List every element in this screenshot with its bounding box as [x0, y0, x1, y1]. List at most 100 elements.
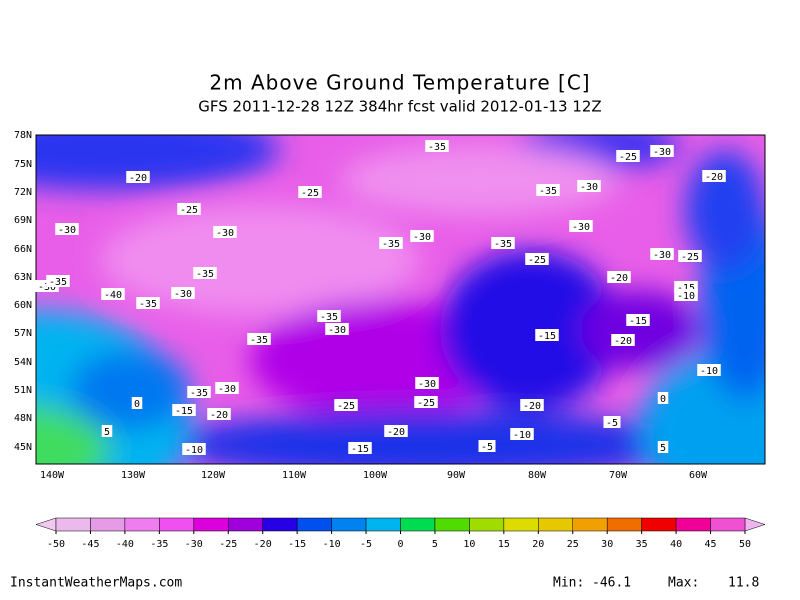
contour-label: -30 — [580, 182, 598, 193]
contour-label: -15 — [175, 406, 193, 417]
contour-label-box — [101, 425, 113, 437]
colorbar-tick-label: -5 — [360, 539, 372, 550]
contour-label: -30 — [174, 289, 192, 300]
contour-label: -5 — [606, 418, 618, 429]
contour-label: -25 — [301, 188, 319, 199]
map-frame — [35, 134, 766, 465]
colorbar-bin — [228, 517, 263, 532]
lon-label: 120W — [201, 470, 226, 481]
lat-label: 45N — [14, 442, 32, 453]
colorbar-tick-label: -10 — [323, 539, 341, 550]
lat-label: 57N — [14, 328, 32, 339]
contour-label: -35 — [49, 277, 67, 288]
contour-label-box — [607, 271, 631, 283]
contour-label-box — [101, 288, 125, 300]
contour-label-box — [213, 226, 237, 238]
contour-label: -35 — [320, 312, 338, 323]
colorbar-high-end — [744, 517, 766, 532]
contour-label-box — [520, 399, 544, 411]
colorbar-bin — [675, 517, 711, 532]
contour-label: -35 — [539, 186, 557, 197]
colorbar-bin — [641, 517, 677, 532]
contour-label-box — [616, 150, 640, 162]
contour-label-box — [247, 333, 271, 345]
contour-label: -20 — [387, 427, 405, 438]
colorbar-tick-label: 25 — [567, 539, 579, 550]
colorbar-tick-label: -30 — [185, 539, 203, 550]
lat-label: 60N — [14, 300, 32, 311]
contour-label: -35 — [382, 239, 400, 250]
colorbar-tick-label: -25 — [219, 539, 237, 550]
subtitle: GFS 2011-12-28 12Z 384hr fcst valid 2012… — [198, 98, 601, 116]
colorbar-bin — [124, 517, 160, 532]
contour-label: -5 — [481, 442, 493, 453]
contour-label: 5 — [104, 427, 110, 438]
colorbar-tick-label: 30 — [601, 539, 613, 550]
contour-label: -25 — [528, 255, 546, 266]
contour-label: 0 — [134, 399, 140, 410]
contour-label-box — [478, 440, 496, 452]
colorbar-bin — [538, 517, 573, 532]
lon-label: 130W — [121, 470, 146, 481]
contour-label-box — [131, 397, 143, 409]
contour-label-box — [611, 334, 635, 346]
colorbar-bin — [193, 517, 229, 532]
contour-label: 0 — [660, 394, 666, 405]
colorbar-bin — [434, 517, 470, 532]
contour-label-box — [171, 287, 195, 299]
colorbar-tick-label: -20 — [254, 539, 272, 550]
colorbar-tick-label: 40 — [670, 539, 682, 550]
contour-label: -35 — [139, 299, 157, 310]
contour-label: -25 — [619, 152, 637, 163]
min-label: Min: — [553, 576, 584, 591]
lon-label: 70W — [609, 470, 628, 481]
colorbar-tick-label: 35 — [636, 539, 648, 550]
contour-label-box — [334, 399, 358, 411]
contour-label: -15 — [629, 316, 647, 327]
contour-label: -10 — [677, 291, 695, 302]
contour-label: -30 — [572, 222, 590, 233]
colorbar-bin — [365, 517, 401, 532]
min-value: -46.1 — [592, 576, 631, 591]
colorbar-low-end — [35, 517, 57, 532]
max-label: Max: — [668, 576, 699, 591]
lat-label: 51N — [14, 385, 32, 396]
contour-label-box — [510, 428, 534, 440]
lat-label: 75N — [14, 159, 32, 170]
contour-label-box — [298, 186, 322, 198]
colorbar-bin — [331, 517, 367, 532]
contour-label: -10 — [513, 430, 531, 441]
contour-label-box — [650, 248, 674, 260]
colorbar-tick-label: -45 — [81, 539, 99, 550]
lat-label: 78N — [14, 130, 32, 141]
colorbar-bin — [710, 517, 746, 532]
contour-label: -20 — [523, 401, 541, 412]
colorbar-tick-label: 50 — [739, 539, 751, 550]
colorbar-bin — [606, 517, 642, 532]
contour-label: -30 — [216, 228, 234, 239]
lon-label: 60W — [689, 470, 708, 481]
contour-label-box — [657, 441, 669, 453]
contour-label-box — [46, 275, 70, 287]
contour-label-box — [193, 267, 217, 279]
contour-label-box — [491, 237, 515, 249]
lat-label: 66N — [14, 244, 32, 255]
contour-label-box — [415, 377, 439, 389]
colorbar-bin — [55, 517, 91, 532]
contour-label: -10 — [185, 445, 203, 456]
contour-label: -25 — [180, 205, 198, 216]
contour-label-box — [379, 237, 403, 249]
colorbar-tick-label: 20 — [532, 539, 544, 550]
contour-label: -15 — [538, 331, 556, 342]
contour-label-box — [525, 253, 549, 265]
colorbar-tick-label: -35 — [150, 539, 168, 550]
contour-label: -25 — [337, 401, 355, 412]
contour-label-box — [126, 171, 150, 183]
contour-label: -20 — [614, 336, 632, 347]
colorbar-tick-label: 0 — [397, 539, 403, 550]
contour-label-box — [384, 425, 408, 437]
contour-label: -30 — [38, 282, 56, 293]
contour-label-box — [55, 223, 79, 235]
colorbar-bin — [572, 517, 608, 532]
contour-label: 5 — [660, 443, 666, 454]
